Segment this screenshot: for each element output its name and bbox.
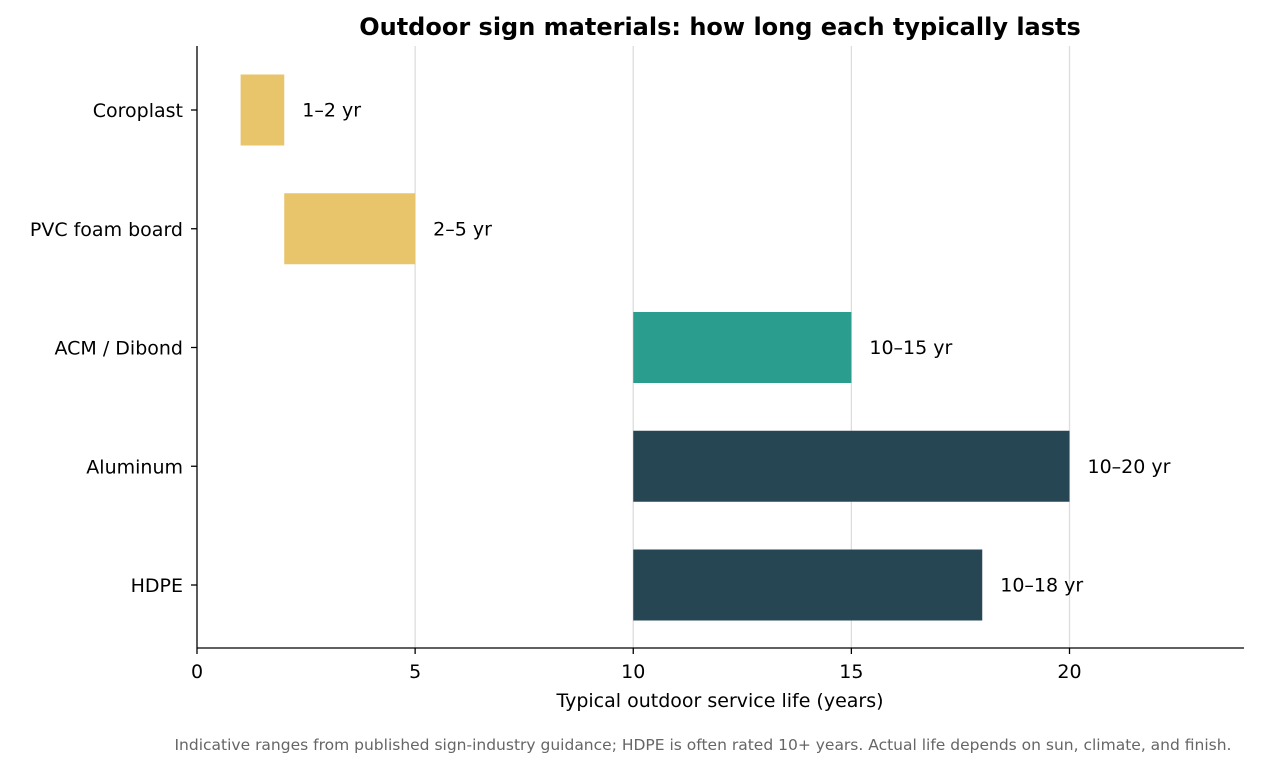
bar-hdpe xyxy=(633,549,983,621)
x-ticks: 0 5 10 15 20 xyxy=(191,648,1082,683)
chart-title: Outdoor sign materials: how long each ty… xyxy=(359,13,1081,41)
bar-coroplast xyxy=(240,74,285,146)
y-tick-label: PVC foam board xyxy=(30,219,183,241)
x-tick-label: 20 xyxy=(1057,661,1081,683)
y-ticks: Coroplast PVC foam board ACM / Dibond Alumi… xyxy=(30,100,197,597)
x-tick-label: 10 xyxy=(621,661,645,683)
x-tick-label: 15 xyxy=(839,661,863,683)
bar-value-label: 1–2 yr xyxy=(302,100,361,122)
x-axis-label: Typical outdoor service life (years) xyxy=(555,690,883,712)
footnote: Indicative ranges from published sign-in… xyxy=(174,736,1231,754)
y-tick-label: Coroplast xyxy=(93,100,183,122)
bars: 1–2 yr 2–5 yr 10–15 yr 10–20 yr 10–18 yr xyxy=(240,74,1171,621)
bar-value-label: 10–20 yr xyxy=(1088,456,1171,478)
bar-acm-dibond xyxy=(633,312,852,383)
bar-value-label: 10–18 yr xyxy=(1000,575,1083,597)
bar-value-label: 10–15 yr xyxy=(869,337,952,359)
bar-aluminum xyxy=(633,430,1070,502)
x-tick-label: 0 xyxy=(191,661,203,683)
y-tick-label: HDPE xyxy=(131,575,183,597)
y-tick-label: ACM / Dibond xyxy=(54,338,183,360)
bar-pvc-foam-board xyxy=(284,193,416,265)
bar-value-label: 2–5 yr xyxy=(433,218,492,240)
x-tick-label: 5 xyxy=(409,661,421,683)
y-tick-label: Aluminum xyxy=(86,456,183,478)
